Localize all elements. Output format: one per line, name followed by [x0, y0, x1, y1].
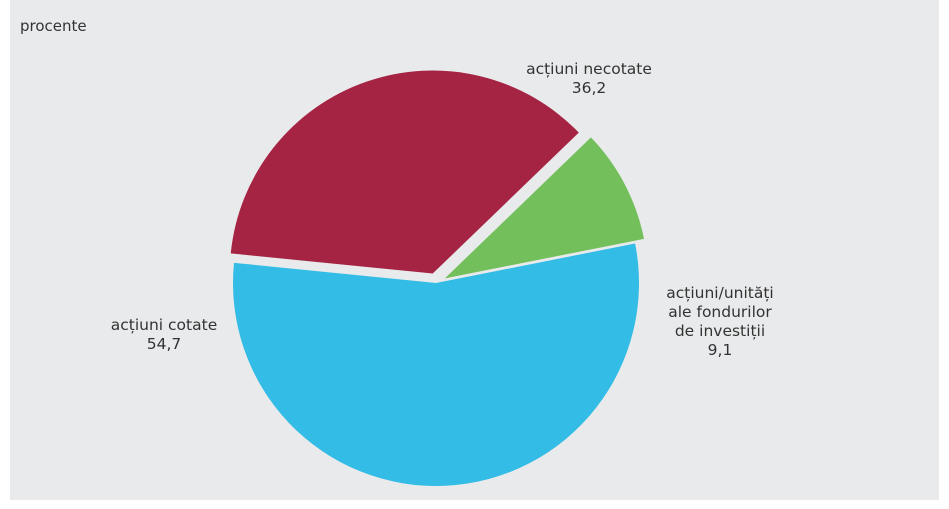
pie-slices	[230, 70, 644, 487]
slice-label: acțiuni cotate 54,7	[111, 316, 217, 353]
pie-slice	[444, 137, 644, 279]
slice-name-label: acțiuni cotate	[111, 316, 217, 334]
slice-name-label: de investiții	[675, 322, 765, 340]
slice-name-label: ale fondurilor	[668, 303, 772, 321]
slice-value-label: 36,2	[572, 79, 607, 97]
slice-label: acțiuni necotate 36,2	[526, 60, 652, 97]
unit-label: procente	[20, 17, 87, 35]
slice-label: acțiuni/unități ale fondurilor de investiț…	[666, 284, 774, 359]
slice-name-label: acțiuni/unități	[666, 284, 774, 302]
pie-labels: acțiuni necotate 36,2 acțiuni/unități ale f…	[111, 60, 774, 359]
slice-value-label: 9,1	[708, 341, 733, 359]
pie-slice	[230, 70, 579, 274]
slice-value-label: 54,7	[147, 335, 182, 353]
slice-name-label: acțiuni necotate	[526, 60, 652, 78]
pie-slice	[233, 243, 640, 487]
